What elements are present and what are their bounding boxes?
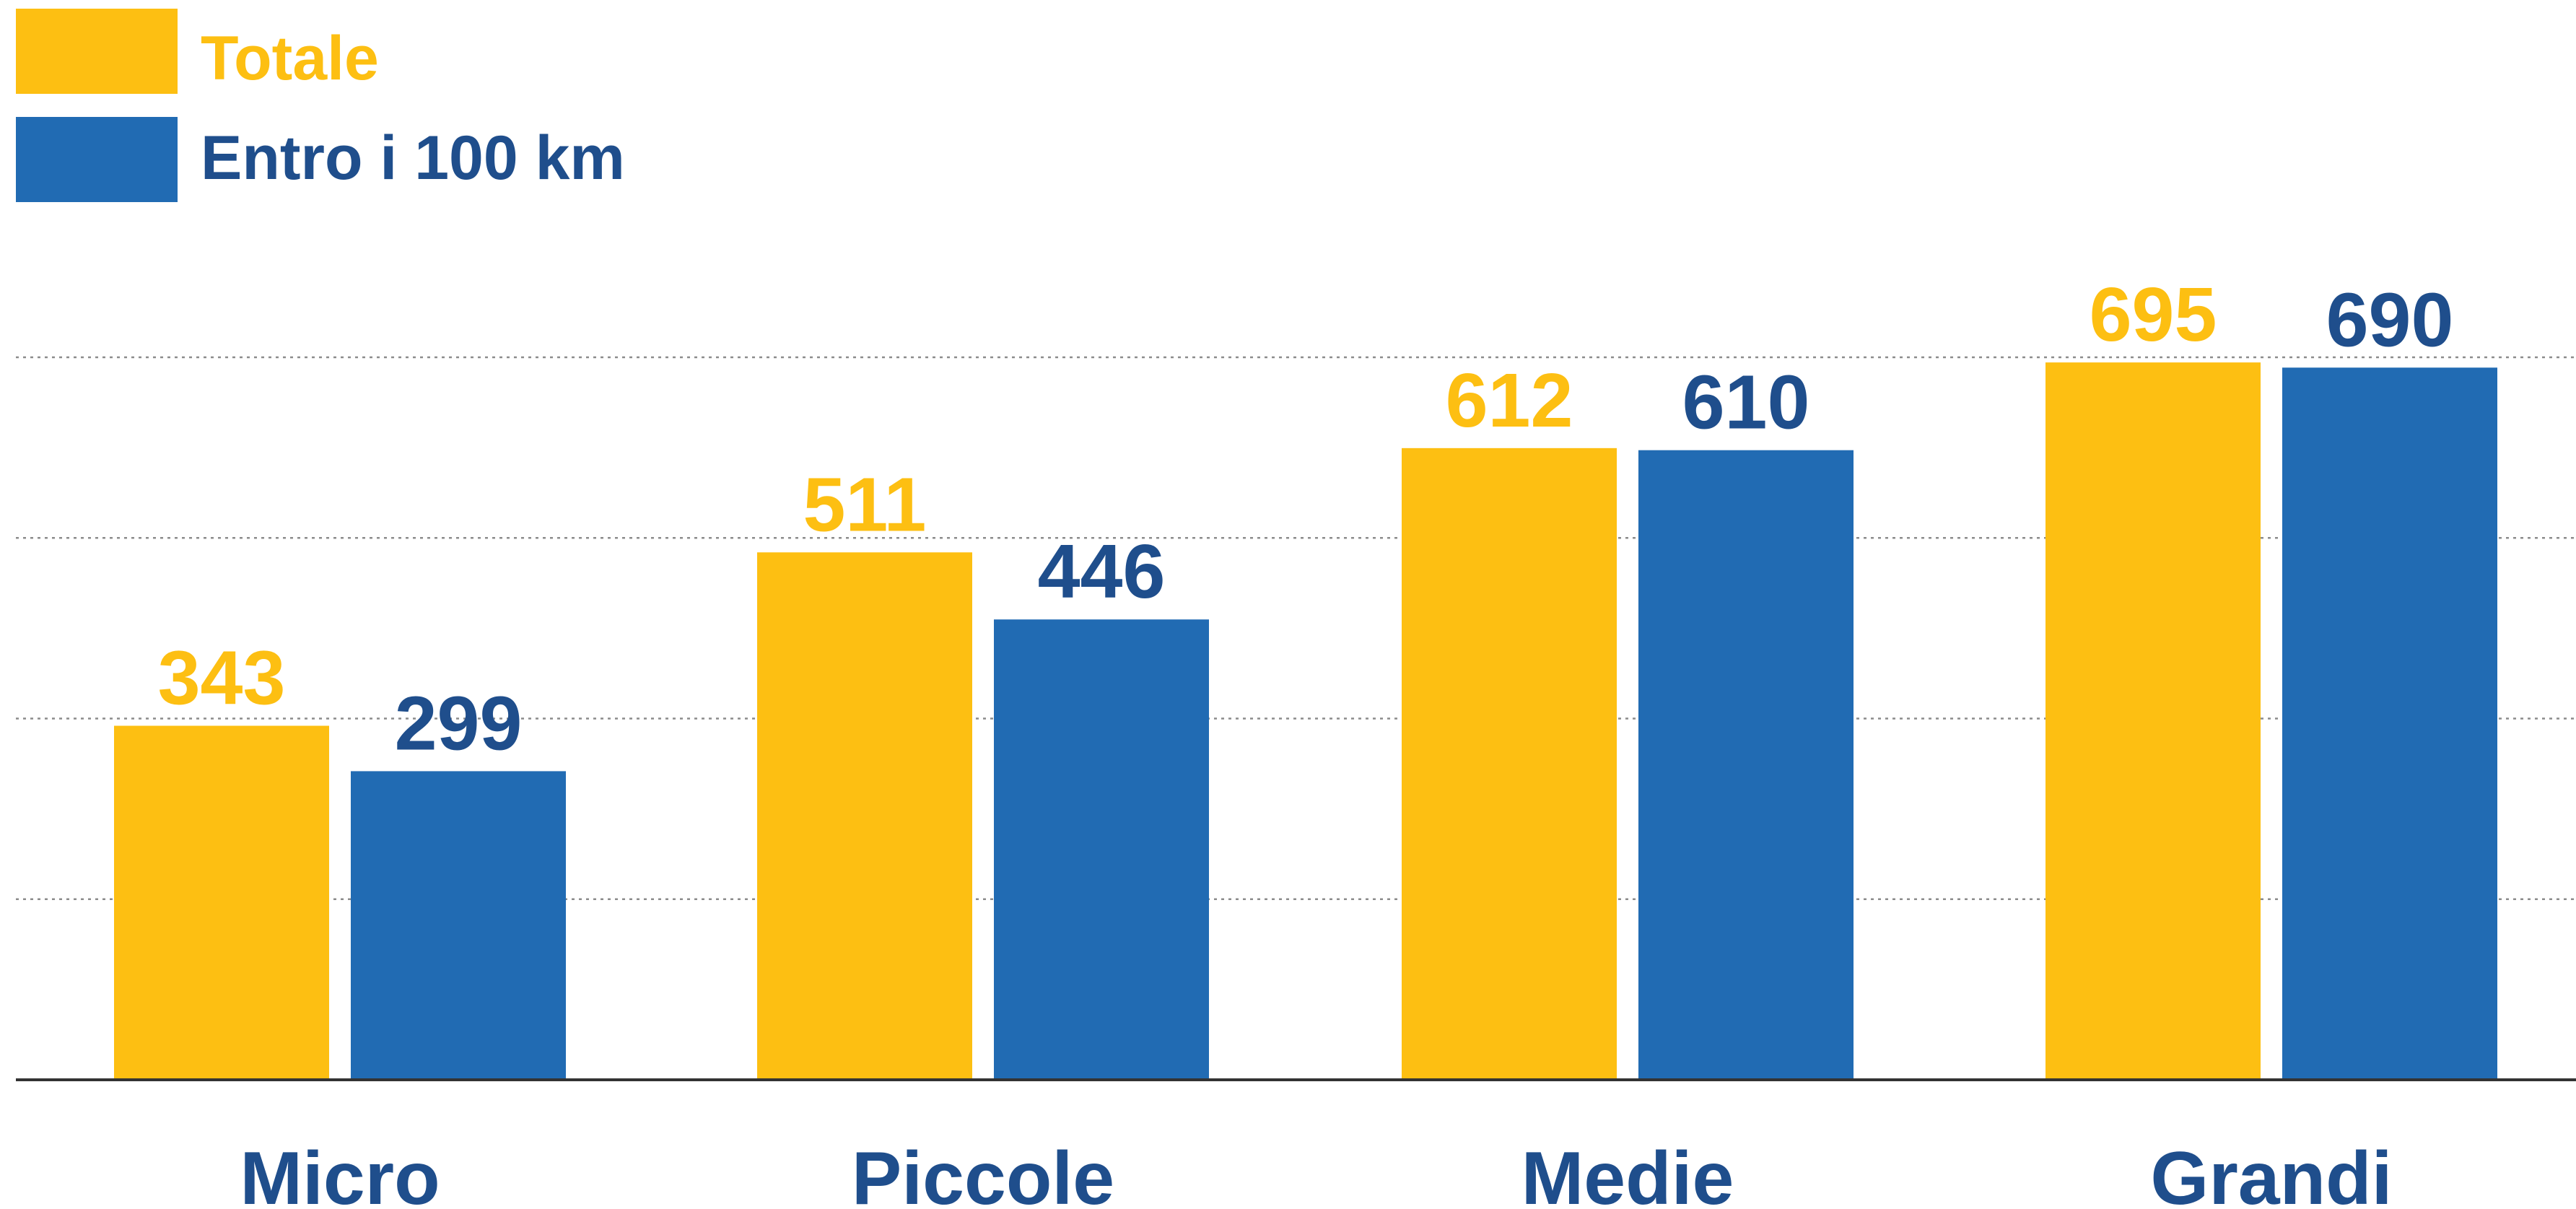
data-label: 695 [2090,272,2217,357]
bar-medie-entro-100km [1638,450,1854,1080]
bar-micro-entro-100km [351,771,566,1080]
bar-piccole-entro-100km [994,619,1209,1080]
data-label: 610 [1682,360,1810,445]
bar-medie-totale [1402,448,1617,1080]
data-label: 511 [803,462,926,547]
data-label: 299 [395,681,523,766]
legend-item-totale: Totale [16,9,379,94]
legend-swatch [16,117,178,202]
value-labels: 343 299 511 446 612 610 695 690 [158,272,2454,766]
legend-label: Totale [201,24,379,93]
bars [114,362,2497,1080]
category-label-grandi: Grandi [2150,1137,2392,1209]
bar-piccole-totale [757,552,972,1080]
bar-micro-totale [114,725,329,1080]
data-label: 612 [1446,358,1573,443]
category-label-micro: Micro [240,1137,440,1209]
data-label: 690 [2326,277,2454,362]
legend-label: Entro i 100 km [201,123,625,193]
category-labels: Micro Piccole Medie Grandi [240,1137,2392,1209]
category-label-piccole: Piccole [852,1137,1114,1209]
data-label: 446 [1038,529,1166,614]
legend-swatch [16,9,178,94]
legend-item-entro-100km: Entro i 100 km [16,117,625,202]
bar-grandi-totale [2045,362,2261,1080]
category-label-medie: Medie [1521,1137,1734,1209]
data-label: 343 [158,636,286,721]
legend: Totale Entro i 100 km [16,9,625,202]
bar-grandi-entro-100km [2282,367,2497,1080]
